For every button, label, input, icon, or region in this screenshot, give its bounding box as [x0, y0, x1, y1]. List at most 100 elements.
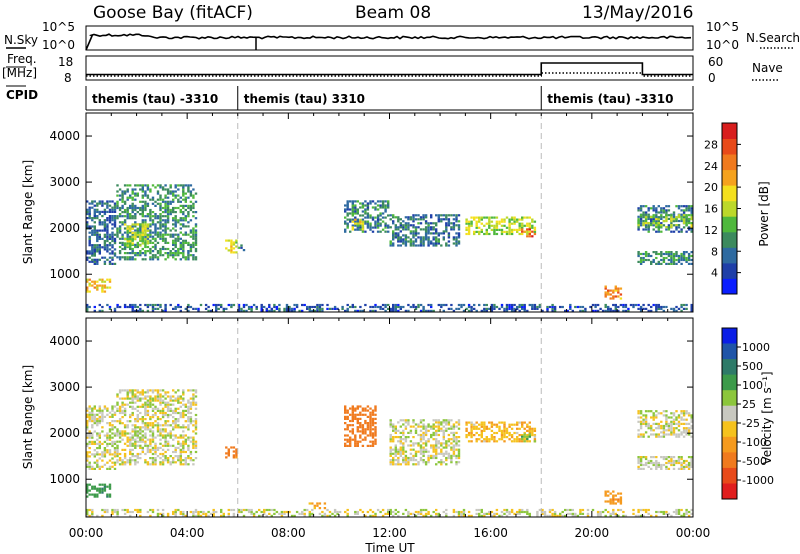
data-cell	[129, 229, 132, 232]
data-cell	[407, 423, 410, 426]
data-cell	[528, 228, 531, 231]
data-cell	[500, 421, 504, 424]
data-cell	[194, 457, 198, 460]
data-cell	[667, 424, 671, 428]
data-cell	[182, 225, 185, 228]
data-cell	[311, 512, 314, 515]
nsky-panel-frame	[85, 25, 694, 51]
data-cell	[354, 212, 357, 215]
data-cell	[149, 233, 152, 236]
data-cell	[141, 416, 144, 419]
data-cell	[685, 209, 688, 212]
data-cell	[657, 219, 660, 223]
data-cell	[675, 252, 678, 256]
data-cell	[402, 438, 405, 441]
data-cell	[164, 305, 167, 309]
data-cell	[682, 412, 686, 415]
data-cell	[647, 230, 650, 233]
data-cell	[159, 428, 162, 431]
data-cell	[422, 450, 425, 453]
data-cell	[404, 454, 408, 457]
data-cell	[670, 252, 673, 256]
data-cell	[177, 389, 180, 392]
data-cell	[96, 246, 99, 249]
data-cell	[159, 184, 162, 187]
data-cell	[126, 444, 129, 447]
data-cell	[144, 194, 147, 197]
data-cell	[91, 409, 94, 412]
data-cell	[619, 508, 623, 512]
data-cell	[442, 425, 445, 428]
data-cell	[561, 510, 564, 514]
data-cell	[161, 407, 165, 410]
data-cell	[521, 421, 524, 424]
data-cell	[139, 508, 142, 512]
data-cell	[435, 514, 438, 517]
data-cell	[192, 393, 195, 396]
data-cell	[151, 245, 155, 249]
data-cell	[642, 508, 645, 512]
data-cell	[351, 220, 354, 223]
data-cell	[123, 411, 127, 415]
data-cell	[187, 457, 190, 460]
data-cell	[189, 420, 193, 423]
data-cell	[154, 424, 157, 427]
data-cell	[166, 215, 170, 218]
data-cell	[96, 262, 99, 265]
data-cell	[670, 307, 673, 310]
data-cell	[442, 438, 445, 441]
data-cell	[427, 510, 430, 514]
data-cell	[662, 431, 666, 434]
data-cell	[371, 218, 375, 221]
data-cell	[182, 510, 185, 514]
data-cell	[118, 397, 122, 400]
data-cell	[670, 412, 673, 415]
data-cell	[156, 217, 160, 220]
data-cell	[609, 293, 612, 296]
data-cell	[392, 220, 395, 223]
data-cell	[424, 461, 428, 464]
data-cell	[116, 229, 119, 232]
data-cell	[528, 224, 531, 227]
data-cell	[113, 434, 117, 437]
data-cell	[361, 424, 365, 427]
data-cell	[169, 461, 172, 464]
data-cell	[414, 238, 418, 241]
data-cell	[381, 216, 385, 219]
data-cell	[156, 422, 160, 425]
data-cell	[139, 231, 142, 234]
x-tick-label: 00:00	[69, 526, 104, 540]
data-cell	[174, 446, 177, 449]
data-cell	[123, 413, 127, 417]
data-cell	[427, 238, 430, 241]
data-cell	[655, 252, 658, 256]
data-cell	[422, 214, 425, 217]
data-cell	[351, 228, 354, 231]
data-cell	[144, 190, 147, 193]
data-cell	[442, 454, 445, 457]
data-cell	[98, 447, 101, 450]
data-cell	[184, 256, 187, 259]
data-cell	[161, 198, 165, 201]
data-cell	[106, 444, 109, 448]
data-cell	[392, 236, 395, 239]
data-cell	[121, 243, 124, 246]
data-cell	[93, 420, 96, 423]
data-cell	[569, 512, 572, 515]
data-cell	[121, 206, 124, 210]
data-cell	[601, 510, 605, 514]
data-cell	[665, 262, 668, 265]
data-cell	[123, 303, 127, 307]
data-cell	[192, 188, 195, 191]
data-cell	[690, 305, 693, 309]
data-cell	[399, 230, 402, 233]
data-cell	[215, 309, 218, 312]
data-cell	[374, 220, 377, 223]
data-cell	[447, 234, 451, 237]
data-cell	[435, 440, 438, 443]
data-cell	[639, 410, 643, 413]
data-cell	[409, 240, 413, 243]
data-cell	[349, 424, 352, 427]
data-cell	[437, 220, 440, 223]
data-cell	[129, 450, 132, 454]
